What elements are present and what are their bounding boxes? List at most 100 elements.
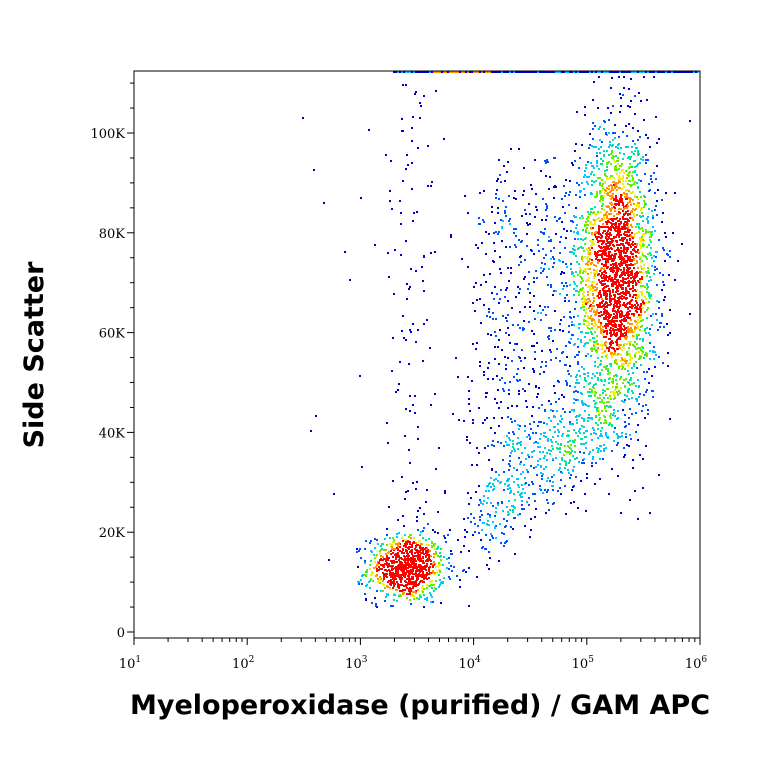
event-dot [567, 71, 569, 73]
event-dot [603, 384, 605, 386]
event-dot [419, 581, 421, 583]
event-dot [414, 558, 416, 560]
event-dot [601, 399, 603, 401]
event-dot [638, 351, 640, 353]
event-dot [623, 268, 625, 270]
event-dot [544, 306, 546, 308]
event-dot [479, 499, 481, 501]
event-dot [406, 587, 408, 589]
event-dot [609, 395, 611, 397]
event-dot [600, 226, 602, 228]
event-dot [560, 415, 562, 417]
event-dot [609, 268, 611, 270]
event-dot [545, 219, 547, 221]
event-dot [618, 390, 620, 392]
event-dot [623, 296, 625, 298]
event-dot [432, 570, 434, 572]
event-dot [491, 469, 493, 471]
event-dot [393, 585, 395, 587]
event-dot [423, 513, 425, 515]
event-dot [603, 71, 605, 73]
event-dot [476, 464, 478, 466]
event-dot [497, 71, 499, 73]
event-dot [603, 397, 605, 399]
event-dot [427, 523, 429, 525]
event-dot [529, 292, 531, 294]
event-dot [495, 197, 497, 199]
event-dot [597, 347, 599, 349]
event-dot [655, 313, 657, 315]
event-dot [566, 294, 568, 296]
event-dot [600, 275, 602, 277]
event-dot [613, 331, 615, 333]
event-dot [611, 279, 613, 281]
event-dot [614, 350, 616, 352]
event-dot [585, 221, 587, 223]
event-dot [612, 132, 614, 134]
event-dot [622, 281, 624, 283]
event-dot [646, 389, 648, 391]
event-dot [658, 356, 660, 358]
event-dot [463, 518, 465, 520]
event-dot [617, 437, 619, 439]
event-dot [417, 510, 419, 512]
event-dot [571, 251, 573, 253]
event-dot [596, 372, 598, 374]
event-dot [637, 71, 639, 73]
event-dot [409, 551, 411, 553]
event-dot [629, 229, 631, 231]
event-dot [425, 560, 427, 562]
event-dot [583, 418, 585, 420]
event-dot [591, 390, 593, 392]
event-dot [428, 538, 430, 540]
event-dot [611, 347, 613, 349]
event-dot [610, 163, 612, 165]
event-dot [425, 539, 427, 541]
event-dot [638, 334, 640, 336]
event-dot [631, 184, 633, 186]
event-dot [590, 395, 592, 397]
event-dot [526, 469, 528, 471]
event-dot [597, 295, 599, 297]
event-dot [483, 304, 485, 306]
event-dot [495, 318, 497, 320]
event-dot [625, 332, 627, 334]
event-dot [640, 303, 642, 305]
event-dot [632, 249, 634, 251]
event-dot [589, 253, 591, 255]
event-dot [411, 546, 413, 548]
event-dot [608, 314, 610, 316]
event-dot [618, 283, 620, 285]
event-dot [494, 250, 496, 252]
event-dot [529, 438, 531, 440]
event-dot [602, 289, 604, 291]
event-dot [614, 360, 616, 362]
event-dot [587, 391, 589, 393]
event-dot [593, 264, 595, 266]
event-dot [567, 434, 569, 436]
event-dot [555, 401, 557, 403]
event-dot [380, 555, 382, 557]
event-dot [560, 273, 562, 275]
event-dot [566, 285, 568, 287]
event-dot [662, 212, 664, 214]
event-dot [595, 415, 597, 417]
event-dot [616, 285, 618, 287]
event-dot [422, 537, 424, 539]
event-dot [634, 330, 636, 332]
event-dot [584, 106, 586, 108]
event-dot [495, 507, 497, 509]
event-dot [399, 550, 401, 552]
event-dot [470, 513, 472, 515]
event-dot [512, 528, 514, 530]
event-dot [612, 308, 614, 310]
event-dot [576, 415, 578, 417]
event-dot [683, 71, 685, 73]
event-dot [658, 307, 660, 309]
event-dot [603, 240, 605, 242]
event-dot [583, 188, 585, 190]
event-dot [604, 174, 606, 176]
event-dot [594, 232, 596, 234]
event-dot [607, 319, 609, 321]
event-dot [651, 231, 653, 233]
